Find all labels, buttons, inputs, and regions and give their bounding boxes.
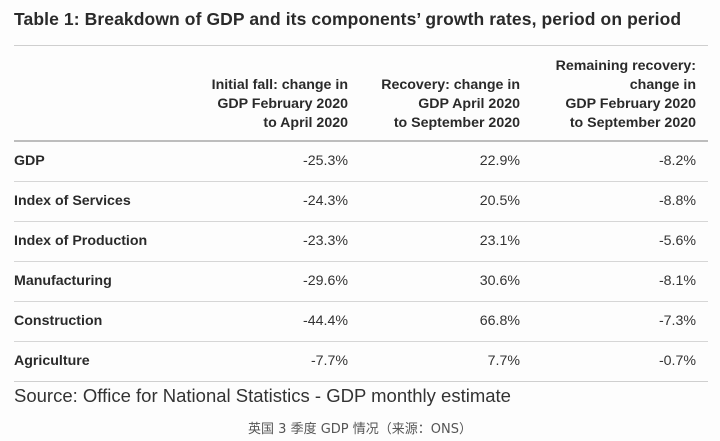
top-divider bbox=[14, 45, 708, 46]
row-label: Index of Production bbox=[14, 233, 148, 249]
table-title: Table 1: Breakdown of GDP and its compon… bbox=[14, 9, 682, 29]
cell-remaining-recovery: -0.7% bbox=[658, 353, 696, 369]
image-caption: 英国 3 季度 GDP 情况（来源：ONS） bbox=[248, 422, 472, 437]
table-row: Index of Services -24.3% 20.5% -8.8% bbox=[14, 182, 708, 222]
cell-initial-fall: -23.3% bbox=[303, 233, 348, 249]
cell-remaining-recovery: -8.1% bbox=[658, 273, 696, 289]
table-header: Initial fall: change in GDP February 202… bbox=[14, 54, 708, 138]
source-note: Source: Office for National Statistics -… bbox=[14, 385, 511, 406]
row-label: Agriculture bbox=[14, 353, 90, 369]
row-label: Index of Services bbox=[14, 193, 131, 209]
row-label: GDP bbox=[14, 153, 45, 169]
cell-recovery: 20.5% bbox=[479, 193, 520, 209]
column-header-remaining-recovery: Remaining recovery: change in GDP Februa… bbox=[555, 58, 696, 131]
table-row: Index of Production -23.3% 23.1% -5.6% bbox=[14, 222, 708, 262]
cell-initial-fall: -7.7% bbox=[310, 353, 348, 369]
table-row: Construction -44.4% 66.8% -7.3% bbox=[14, 302, 708, 342]
table-body: GDP -25.3% 22.9% -8.2% Index of Services… bbox=[14, 142, 708, 382]
row-label: Construction bbox=[14, 313, 103, 329]
cell-remaining-recovery: -7.3% bbox=[658, 313, 696, 329]
cell-initial-fall: -44.4% bbox=[303, 313, 348, 329]
cell-recovery: 66.8% bbox=[479, 313, 520, 329]
column-header-initial-fall: Initial fall: change in GDP February 202… bbox=[211, 77, 348, 131]
cell-recovery: 30.6% bbox=[479, 273, 520, 289]
header-divider bbox=[14, 140, 708, 142]
table-row: Manufacturing -29.6% 30.6% -8.1% bbox=[14, 262, 708, 302]
cell-initial-fall: -29.6% bbox=[303, 273, 348, 289]
table-row: GDP -25.3% 22.9% -8.2% bbox=[14, 142, 708, 182]
cell-recovery: 22.9% bbox=[479, 153, 520, 169]
row-label: Manufacturing bbox=[14, 273, 112, 289]
column-header-recovery: Recovery: change in GDP April 2020 to Se… bbox=[381, 77, 520, 131]
cell-recovery: 7.7% bbox=[487, 353, 520, 369]
cell-initial-fall: -25.3% bbox=[303, 153, 348, 169]
table-row: Agriculture -7.7% 7.7% -0.7% bbox=[14, 342, 708, 382]
cell-remaining-recovery: -8.8% bbox=[658, 193, 696, 209]
cell-remaining-recovery: -5.6% bbox=[658, 233, 696, 249]
cell-remaining-recovery: -8.2% bbox=[658, 153, 696, 169]
cell-recovery: 23.1% bbox=[479, 233, 520, 249]
cell-initial-fall: -24.3% bbox=[303, 193, 348, 209]
